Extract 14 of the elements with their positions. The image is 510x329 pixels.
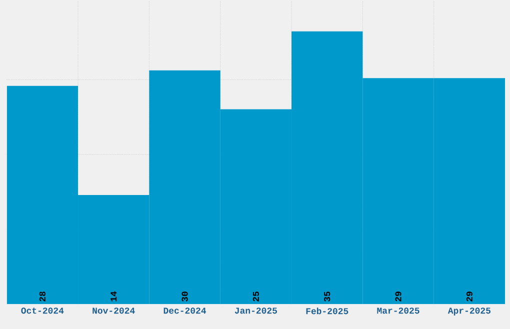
x-tick-label: Dec-2024 — [164, 308, 206, 314]
x-tick-label: Jan-2025 — [234, 308, 277, 314]
x-tick-label: Oct-2024 — [21, 308, 64, 314]
data-label: 35 — [324, 292, 330, 302]
data-label: 29 — [466, 292, 472, 302]
x-tick-label: Apr-2025 — [448, 308, 490, 316]
x-tick-label: Mar-2025 — [377, 308, 420, 314]
data-label: 28 — [39, 292, 46, 302]
x-tick-label: Feb-2025 — [306, 308, 348, 314]
data-label: 30 — [182, 292, 188, 302]
data-label: 29 — [395, 292, 402, 302]
data-label: 14 — [110, 291, 117, 302]
data-label: 25 — [252, 292, 259, 302]
x-tick-label: Nov-2024 — [92, 308, 135, 314]
